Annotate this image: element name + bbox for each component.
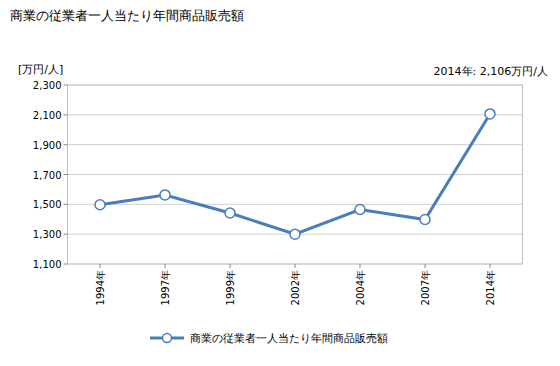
y-tick <box>64 114 68 115</box>
point <box>160 190 170 200</box>
legend-label: 商業の従業者一人当たり年間商品販売額 <box>190 332 388 345</box>
y-tick <box>64 234 68 235</box>
point <box>95 200 105 210</box>
y-tick-label: 2,300 <box>33 80 62 91</box>
y-label: [万円/人] <box>18 63 63 76</box>
point <box>420 215 430 225</box>
plot-frame <box>68 85 523 264</box>
x-tick-label: 2002年 <box>290 270 301 305</box>
x-tick-label: 1994年 <box>95 270 106 305</box>
y-tick-label: 1,900 <box>33 140 62 151</box>
grid-line <box>68 204 523 205</box>
y-tick <box>64 204 68 205</box>
x-tick <box>360 264 361 268</box>
data-group <box>95 109 495 239</box>
x-tick-label: 2007年 <box>420 270 431 305</box>
y-tick-label: 1,700 <box>33 170 62 181</box>
grid-line <box>68 144 523 145</box>
annotation: 2014年: 2,106万円/人 <box>434 65 548 78</box>
point <box>290 229 300 239</box>
title: 商業の従業者一人当たり年間商品販売額 <box>10 8 244 23</box>
y-tick-label: 1,500 <box>33 199 62 210</box>
y-tick <box>64 144 68 145</box>
x-tick <box>100 264 101 268</box>
x-tick-label: 1999年 <box>225 270 236 305</box>
y-tick <box>64 264 68 265</box>
x-tick-label: 1997年 <box>160 270 171 305</box>
x-tick-label: 2014年 <box>485 270 496 305</box>
point <box>355 205 365 215</box>
x-tick-label: 2004年 <box>355 270 366 305</box>
x-tick <box>425 264 426 268</box>
y-tick-label: 1,100 <box>33 259 62 270</box>
series-line <box>100 114 490 234</box>
y-tick <box>64 85 68 86</box>
grid-line <box>68 85 523 86</box>
x-tick <box>230 264 231 268</box>
x-tick <box>490 264 491 268</box>
chart: 商業の従業者一人当たり年間商品販売額 [万円/人] 2014年: 2,106万円/人… <box>0 0 560 366</box>
x-tick <box>295 264 296 268</box>
y-tick-label: 1,300 <box>33 229 62 240</box>
y-tick <box>64 174 68 175</box>
x-tick <box>165 264 166 268</box>
legend-marker <box>163 334 172 343</box>
point <box>485 109 495 119</box>
y-tick-label: 2,100 <box>33 110 62 121</box>
grid-line <box>68 114 523 115</box>
point <box>225 208 235 218</box>
